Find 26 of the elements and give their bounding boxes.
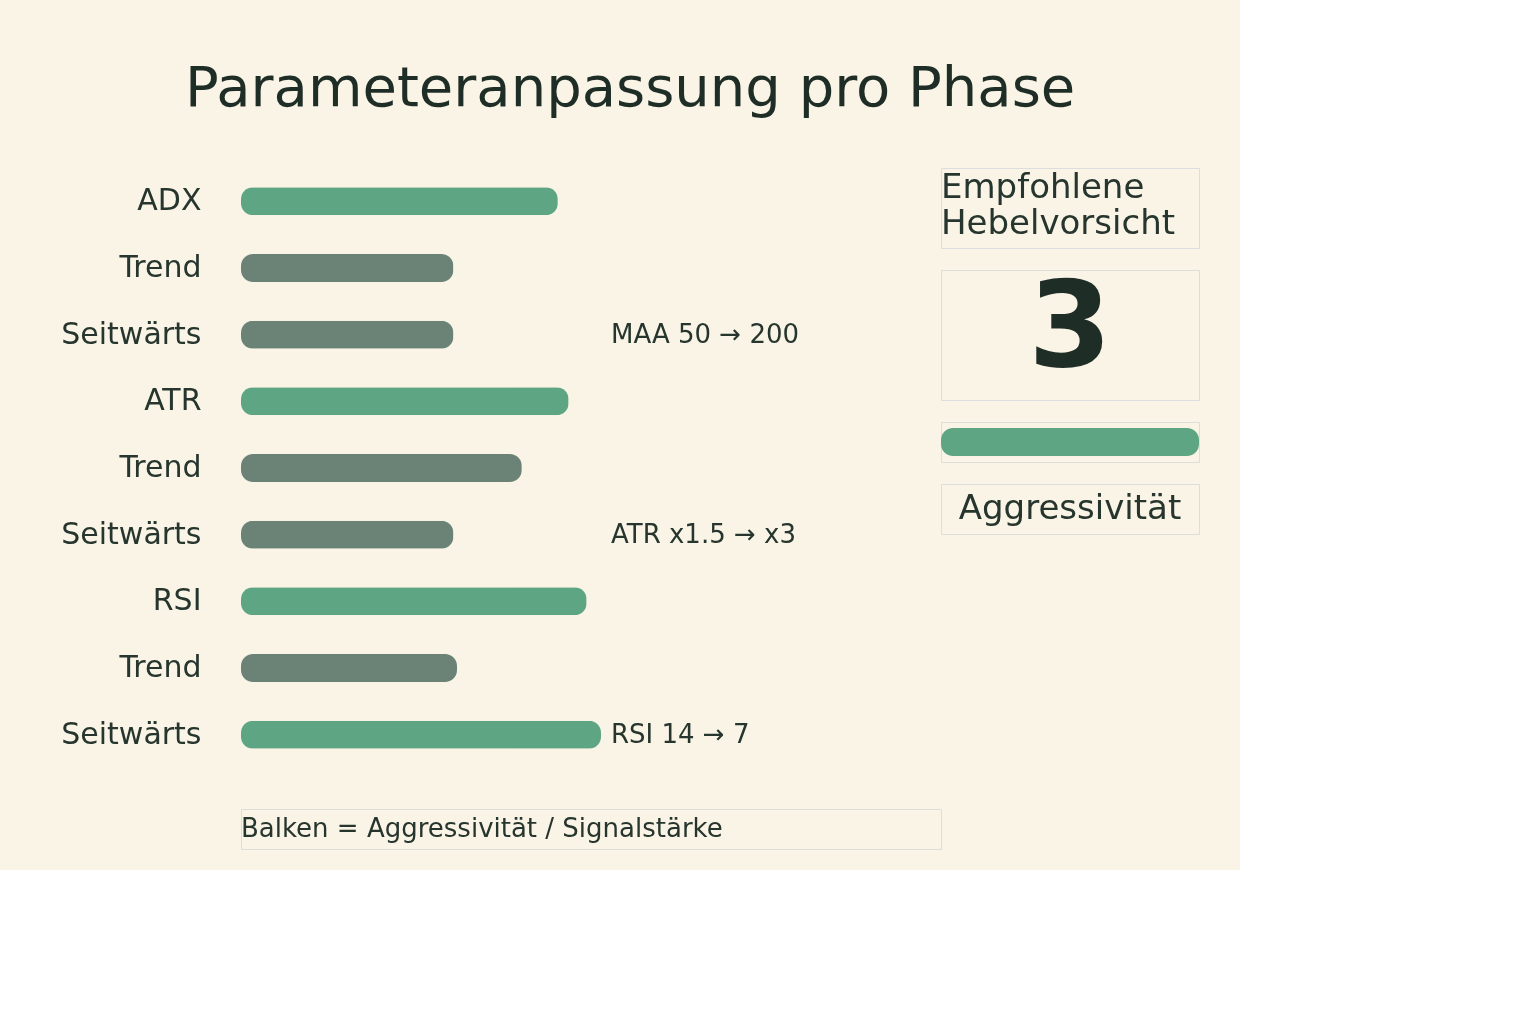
y-tick-label: Trend (118, 649, 202, 684)
y-tick-label: Trend (118, 249, 202, 284)
text: MAA 50 → 200 (611, 318, 800, 349)
chart-title: Parameteranpassung pro Phase (184, 53, 1076, 119)
y-tick-label: Seitwärts (61, 315, 202, 351)
y-tick-label: Seitwärts (61, 715, 202, 751)
y-tick-label: RSI (152, 582, 202, 618)
y-tick-label: ATR (144, 382, 202, 418)
text: Aggressivität (958, 487, 1182, 527)
text: 3 (1028, 255, 1112, 394)
y-tick-label: Trend (118, 449, 202, 484)
text: ATR x1.5 → x3 (611, 518, 796, 549)
y-tick-label: Seitwärts (61, 515, 202, 551)
text: RSI 14 → 7 (611, 718, 750, 749)
bar (241, 720, 601, 749)
y-tick-label: ADX (137, 182, 202, 218)
chart-title: Empfohlene Hebelvorsicht (941, 166, 1176, 242)
bar (241, 454, 522, 482)
bar (241, 320, 454, 349)
bar (241, 387, 569, 416)
bar (241, 254, 454, 282)
bar (241, 187, 558, 216)
text: Balken = Aggressivität / Signalstärke (241, 813, 723, 843)
bar (241, 520, 454, 549)
bar (241, 587, 587, 616)
bar (241, 654, 457, 682)
